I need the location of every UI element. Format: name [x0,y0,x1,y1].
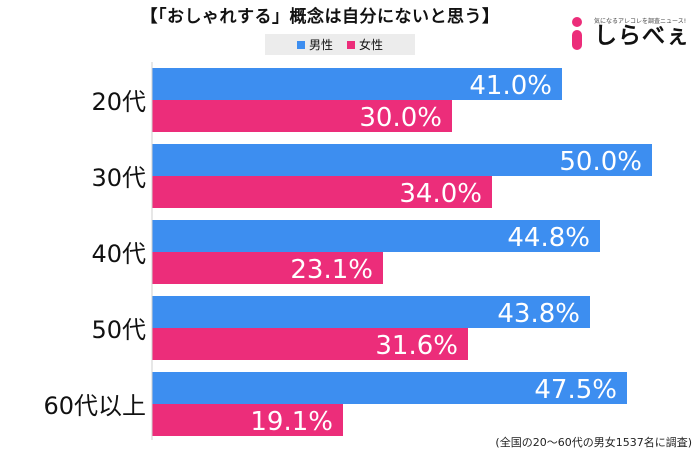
category-label: 40代 [91,240,146,268]
legend-label-male: 男性 [308,38,333,52]
legend-label-female: 女性 [359,38,384,52]
legend-swatch-female [347,40,355,49]
data-label: 23.1% [290,255,373,285]
data-label: 50.0% [559,147,642,177]
data-label: 30.0% [359,103,442,133]
data-label: 31.6% [375,331,458,361]
data-label: 44.8% [507,223,590,253]
legend: 男性 女性 [265,34,415,55]
bar-female [152,100,452,132]
data-label: 34.0% [399,179,482,209]
data-label: 47.5% [534,375,617,405]
chart-title: 【「おしゃれする」概念は自分にないと思う】 [140,7,500,27]
bar-male [152,296,590,328]
category-label: 60代以上 [43,392,146,420]
i-logo-icon [572,17,582,50]
bar-female [152,252,383,284]
legend-swatch-male [296,40,305,49]
data-label: 43.8% [497,299,580,329]
legend-item-female: 女性 [347,36,383,53]
shirabee-logo: 気になるアレコレを調査ニュース! しらべぇ [562,14,689,54]
category-label: 50代 [91,316,146,344]
logo-wordmark: しらべぇ [594,23,690,49]
bar-male [152,68,562,100]
data-label: 19.1% [250,407,333,437]
category-label: 20代 [91,88,146,116]
bar-male [152,144,652,176]
data-label: 41.0% [469,71,552,101]
footnote: (全国の20〜60代の男女1537名に調査) [495,436,692,449]
category-label: 30代 [91,164,146,192]
bar-male [152,372,627,404]
logo-tagline: 気になるアレコレを調査ニュース! [594,18,687,25]
bar-female [152,176,492,208]
bar-male [152,220,600,252]
legend-item-male: 男性 [296,36,333,53]
bar-female [152,328,468,360]
bar-female [152,404,343,436]
